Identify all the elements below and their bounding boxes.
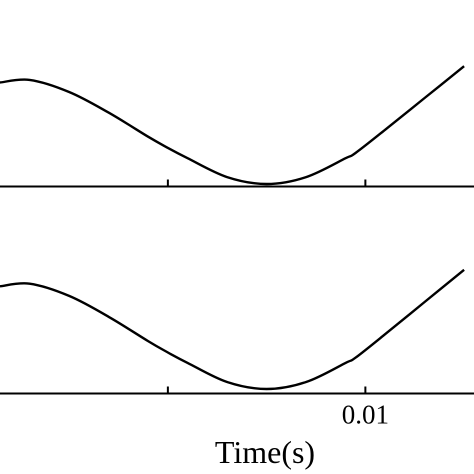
bottom-series-line [0,268,465,391]
bottom-panel: 0.01 Time(s) [0,268,474,470]
top-series-line [0,65,465,186]
top-panel [0,65,474,188]
bottom-panel-tick-labels: 0.01 [342,400,389,430]
bottom-panel-ticks [166,386,367,394]
top-panel-ticks [166,179,367,187]
x-axis-label: Time(s) [215,434,315,470]
x-tick-label: 0.01 [342,400,389,430]
